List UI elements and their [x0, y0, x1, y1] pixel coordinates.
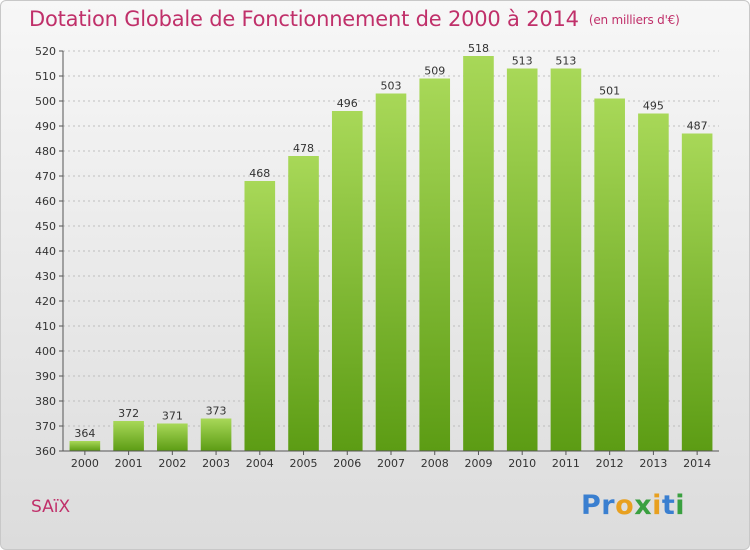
logo-letter: r	[601, 490, 616, 521]
commune-name: SAïX	[31, 497, 71, 517]
x-tick-label: 2005	[290, 457, 318, 470]
y-tick-label: 490	[35, 120, 56, 133]
bar	[113, 421, 144, 451]
bar	[244, 181, 276, 451]
data-label: 496	[337, 97, 358, 110]
bar	[419, 78, 451, 451]
y-tick-label: 420	[35, 295, 56, 308]
y-tick-label: 470	[35, 170, 56, 183]
y-tick-label: 400	[35, 345, 56, 358]
x-tick-label: 2014	[683, 457, 711, 470]
x-tick-label: 2010	[508, 457, 536, 470]
x-tick-label: 2013	[639, 457, 667, 470]
bar	[200, 418, 232, 451]
data-label: 372	[118, 407, 139, 420]
data-label: 518	[468, 42, 489, 55]
y-tick-label: 450	[35, 220, 56, 233]
x-tick-label: 2006	[333, 457, 361, 470]
x-tick-label: 2004	[246, 457, 274, 470]
bar	[288, 156, 319, 451]
y-tick-label: 380	[35, 395, 56, 408]
logo-letter: t	[661, 490, 676, 521]
data-label: 509	[424, 65, 445, 78]
bar	[331, 111, 363, 451]
chart-title: Dotation Globale de Fonctionnement de 20…	[29, 7, 680, 31]
y-tick-label: 520	[35, 45, 56, 58]
data-label: 503	[381, 80, 402, 93]
x-tick-label: 2003	[202, 457, 230, 470]
data-label: 501	[599, 85, 620, 98]
bars: 364 372 371 373 468 478 496 503 509 518 513 513 501 4…	[69, 42, 713, 451]
y-tick-label: 500	[35, 95, 56, 108]
y-tick-label: 440	[35, 245, 56, 258]
x-tick-label: 2001	[115, 457, 143, 470]
y-tick-label: 510	[35, 70, 56, 83]
y-tick-label: 430	[35, 270, 56, 283]
data-label: 513	[555, 55, 576, 68]
x-tick-label: 2012	[596, 457, 624, 470]
data-label: 478	[293, 142, 314, 155]
y-tick-label: 370	[35, 420, 56, 433]
x-axis: 2000 2001 2002 2003 2004 2005 2006 2007 2008 2009…	[63, 450, 719, 470]
y-tick-label: 460	[35, 195, 56, 208]
bar	[681, 133, 713, 451]
logo-letter: o	[615, 490, 635, 521]
bar	[594, 98, 625, 451]
y-tick-label: 360	[35, 445, 56, 458]
x-tick-label: 2008	[421, 457, 449, 470]
data-label: 468	[249, 167, 270, 180]
logo-letter: x	[634, 490, 653, 521]
data-label: 487	[687, 120, 708, 133]
chart-subtitle: (en milliers d'€)	[588, 13, 680, 27]
x-tick-label: 2002	[158, 457, 186, 470]
bar	[638, 113, 669, 451]
y-tick-label: 390	[35, 370, 56, 383]
y-axis: 360 370 380 390 400 410 420 430 440 450 460 470 480 4…	[35, 45, 64, 458]
x-tick-label: 2009	[464, 457, 492, 470]
bar	[69, 441, 101, 451]
bar	[157, 423, 188, 451]
data-label: 364	[74, 427, 95, 440]
y-tick-label: 410	[35, 320, 56, 333]
bar	[550, 68, 582, 451]
y-tick-label: 480	[35, 145, 56, 158]
proxiti-logo: Proxiti	[581, 490, 685, 521]
logo-letter: i	[675, 490, 686, 521]
x-tick-label: 2007	[377, 457, 405, 470]
data-label: 495	[643, 100, 664, 113]
data-label: 371	[162, 410, 183, 423]
logo-letter: i	[652, 490, 662, 521]
bar	[506, 68, 538, 451]
x-tick-label: 2000	[71, 457, 99, 470]
logo-letter: P	[581, 490, 602, 521]
data-label: 373	[206, 405, 227, 418]
bar	[375, 93, 407, 451]
bar	[463, 56, 494, 451]
x-tick-label: 2011	[552, 457, 580, 470]
data-label: 513	[512, 55, 533, 68]
